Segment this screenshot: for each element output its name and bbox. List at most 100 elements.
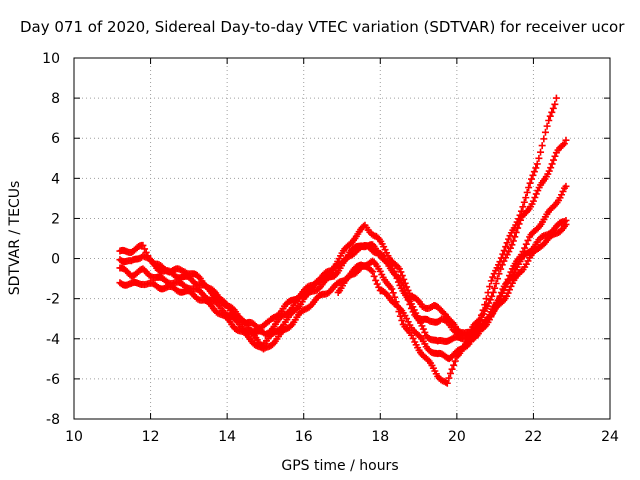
data-point-sat-a: [489, 273, 497, 281]
data-point-sat-a: [482, 295, 490, 303]
x-tick-label: 22: [525, 429, 543, 445]
data-point-sat-a: [532, 164, 540, 172]
data-point-sat-a: [505, 235, 513, 243]
x-tick-label: 16: [295, 429, 313, 445]
data-point-sat-a: [533, 160, 541, 168]
x-axis-label: GPS time / hours: [281, 458, 398, 474]
data-point-sat-a: [529, 171, 537, 179]
data-point-sat-d: [398, 317, 406, 325]
data-point-sat-c: [562, 182, 570, 190]
data-point-sat-a: [395, 265, 403, 273]
data-point-sat-b: [488, 292, 496, 300]
data-point-sat-b: [531, 194, 539, 202]
data-point-sat-c: [522, 240, 530, 248]
data-point-sat-c: [419, 325, 427, 333]
data-point-sat-b: [491, 284, 499, 292]
data-point-sat-a: [141, 245, 149, 253]
data-point-sat-b: [529, 197, 537, 205]
data-point-sat-d: [497, 289, 505, 297]
data-point-sat-e: [367, 266, 375, 274]
data-point-sat-c: [524, 236, 532, 244]
y-tick-label: 10: [42, 51, 60, 67]
data-point-sat-e: [369, 268, 377, 276]
data-point-sat-d: [443, 379, 451, 387]
data-point-sat-b: [515, 220, 523, 228]
data-point-sat-d: [391, 293, 399, 301]
data-point-sat-a: [530, 168, 538, 176]
data-point-sat-e: [503, 292, 511, 300]
data-point-sat-a: [487, 277, 495, 285]
y-axis-label: SDTVAR / TECUs: [7, 181, 23, 296]
data-point-sat-b: [489, 288, 497, 296]
data-point-sat-c: [406, 300, 414, 308]
data-point-sat-a: [540, 135, 548, 143]
data-point-sat-a: [500, 247, 508, 255]
data-point-sat-a: [548, 108, 556, 116]
data-point-sat-a: [546, 112, 554, 120]
data-point-sat-a: [397, 268, 405, 276]
data-point-sat-a: [543, 122, 551, 130]
data-point-sat-a: [528, 175, 536, 183]
data-point-sat-a: [520, 198, 528, 206]
data-point-sat-c: [521, 244, 529, 252]
data-point-sat-c: [399, 281, 407, 289]
y-tick-label: 4: [51, 171, 60, 187]
data-point-sat-d: [451, 357, 459, 365]
x-tick-label: 12: [142, 429, 160, 445]
data-point-sat-d: [445, 374, 453, 382]
data-point-sat-b: [532, 190, 540, 198]
y-tick-label: -2: [46, 292, 60, 308]
x-tick-label: 14: [218, 429, 236, 445]
data-point-sat-a: [535, 154, 543, 162]
data-point-sat-e: [373, 280, 381, 288]
data-point-sat-b: [562, 136, 570, 144]
data-point-sat-a: [522, 194, 530, 202]
data-point-sat-a: [523, 188, 531, 196]
data-point-sat-e: [504, 289, 512, 297]
data-point-sat-a: [537, 148, 545, 156]
data-point-sat-e: [506, 286, 513, 294]
data-point-sat-b: [506, 244, 514, 252]
data-point-sat-d: [376, 267, 384, 275]
y-tick-label: -4: [46, 332, 60, 348]
x-tick-label: 10: [65, 429, 83, 445]
data-point-sat-b: [509, 237, 517, 245]
data-point-sat-b: [497, 265, 505, 273]
data-point-sat-b: [545, 167, 553, 175]
data-point-sat-a: [525, 184, 533, 192]
data-point-sat-b: [498, 261, 506, 269]
data-point-sat-d: [446, 369, 454, 377]
data-point-sat-a: [486, 283, 494, 291]
data-point-sat-c: [558, 191, 566, 199]
data-point-sat-b: [514, 224, 522, 232]
y-tick-label: 2: [51, 211, 60, 227]
x-tick-label: 24: [601, 429, 619, 445]
data-point-sat-b: [547, 164, 555, 172]
data-point-sat-d: [496, 292, 504, 300]
data-point-sat-b: [512, 228, 520, 236]
data-point-sat-e: [562, 220, 570, 228]
data-point-sat-b: [511, 233, 519, 241]
data-point-sat-b: [492, 280, 500, 288]
data-point-sat-a: [519, 203, 527, 211]
data-point-sat-a: [538, 142, 546, 150]
data-point-sat-a: [541, 128, 549, 136]
data-point-sat-b: [548, 160, 556, 168]
data-point-sat-a: [552, 94, 560, 102]
y-tick-label: -6: [46, 372, 60, 388]
data-point-sat-d: [388, 285, 396, 293]
data-point-sat-c: [403, 291, 411, 299]
data-point-sat-a: [526, 179, 534, 187]
data-point-sat-b: [478, 313, 486, 321]
data-point-sat-b: [485, 299, 493, 307]
data-point-sat-b: [483, 302, 491, 310]
data-point-sat-d: [450, 361, 458, 369]
data-point-sat-c: [401, 286, 409, 294]
chart-title: Day 071 of 2020, Sidereal Day-to-day VTE…: [20, 18, 625, 36]
data-point-sat-b: [551, 152, 559, 160]
x-tick-label: 20: [448, 429, 466, 445]
data-point-sat-b: [517, 216, 525, 224]
y-tick-label: 8: [51, 91, 60, 107]
